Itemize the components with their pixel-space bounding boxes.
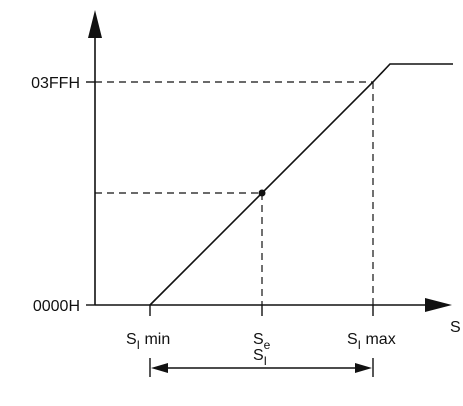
- range-arrowhead-right: [355, 363, 372, 373]
- operating-point: [258, 189, 266, 197]
- range-arrowhead-left: [151, 363, 168, 373]
- x-label-max: SI max: [347, 331, 396, 352]
- y-label-top: 03FFH: [31, 75, 80, 92]
- x-label-min: SI min: [126, 331, 170, 352]
- x-label-e: Se: [253, 331, 271, 352]
- x-axis-arrowhead: [425, 298, 452, 312]
- y-label-bottom: 0000H: [33, 298, 80, 315]
- characteristic-line: [149, 63, 453, 306]
- range-label: SI: [253, 347, 267, 368]
- y-axis-arrowhead: [88, 10, 102, 38]
- x-axis-label: S: [450, 319, 461, 336]
